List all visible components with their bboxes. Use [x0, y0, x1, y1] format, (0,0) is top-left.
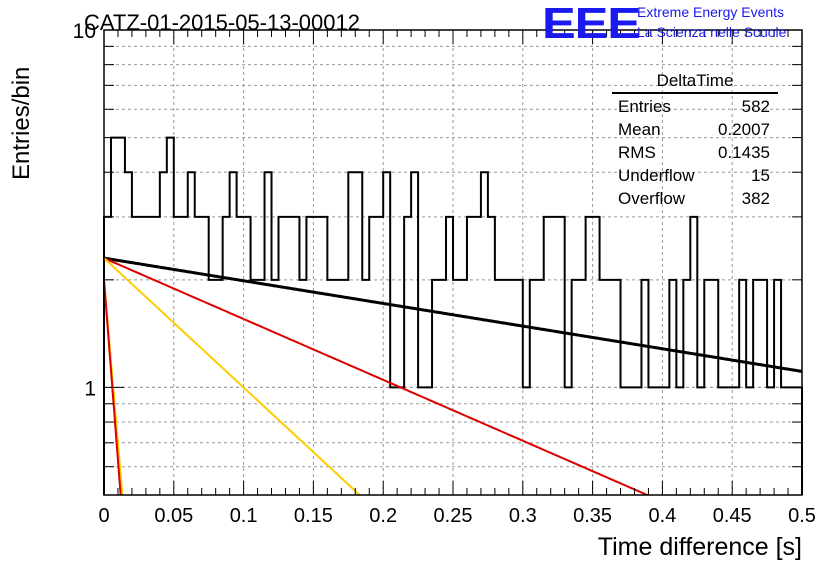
logo-subtitle-line2: La Scienza nelle Scuole: [637, 24, 787, 40]
stats-label: Entries: [618, 97, 671, 116]
y-tick-label: 1: [84, 377, 96, 400]
fit-curve: [104, 257, 650, 495]
stats-label: Mean: [618, 120, 661, 139]
x-tick-label: 0.05: [154, 505, 193, 527]
fit-curve: [104, 256, 802, 373]
stats-title: DeltaTime: [612, 70, 778, 94]
x-tick-label: 0: [98, 505, 109, 527]
x-tick-label: 0.1: [230, 505, 258, 527]
x-axis-label: Time difference [s]: [597, 533, 802, 561]
stats-label: Underflow: [618, 166, 695, 185]
stats-row-underflow: Underflow 15: [612, 165, 778, 188]
stats-value: 0.1435: [718, 143, 770, 162]
histogram-series: [103, 136, 803, 495]
x-tick-label: 0.2: [369, 505, 397, 527]
stats-value: 382: [741, 189, 770, 208]
x-tick-label: 0.15: [294, 505, 333, 527]
stats-label: Overflow: [618, 189, 686, 208]
fit-curve: [104, 257, 362, 495]
stats-row-overflow: Overflow 382: [612, 188, 778, 211]
eee-logo: EEE: [542, 0, 641, 48]
y-tick-label: 10: [73, 20, 96, 43]
stats-box: DeltaTime Entries 582 Mean 0.2007 RMS 0.…: [612, 70, 778, 211]
x-tick-label: 0.35: [573, 505, 612, 527]
x-tick-label: 0.25: [434, 505, 473, 527]
stats-value: 0.2007: [718, 120, 770, 139]
stats-value: 15: [751, 166, 770, 185]
stats-row-rms: RMS 0.1435: [612, 142, 778, 165]
stats-row-entries: Entries 582: [612, 96, 778, 119]
x-tick-label: 0.5: [788, 505, 816, 527]
logo-subtitle-line1: Extreme Energy Events: [637, 4, 785, 20]
x-tick-label: 0.45: [713, 505, 752, 527]
chart-title: CATZ-01-2015-05-13-00012: [84, 10, 360, 35]
stats-row-mean: Mean 0.2007: [612, 119, 778, 142]
x-tick-label: 0.3: [509, 505, 537, 527]
stats-value: 582: [741, 97, 770, 116]
stats-label: RMS: [618, 143, 656, 162]
x-tick-label: 0.4: [648, 505, 676, 527]
y-axis-label: Entries/bin: [8, 66, 35, 180]
